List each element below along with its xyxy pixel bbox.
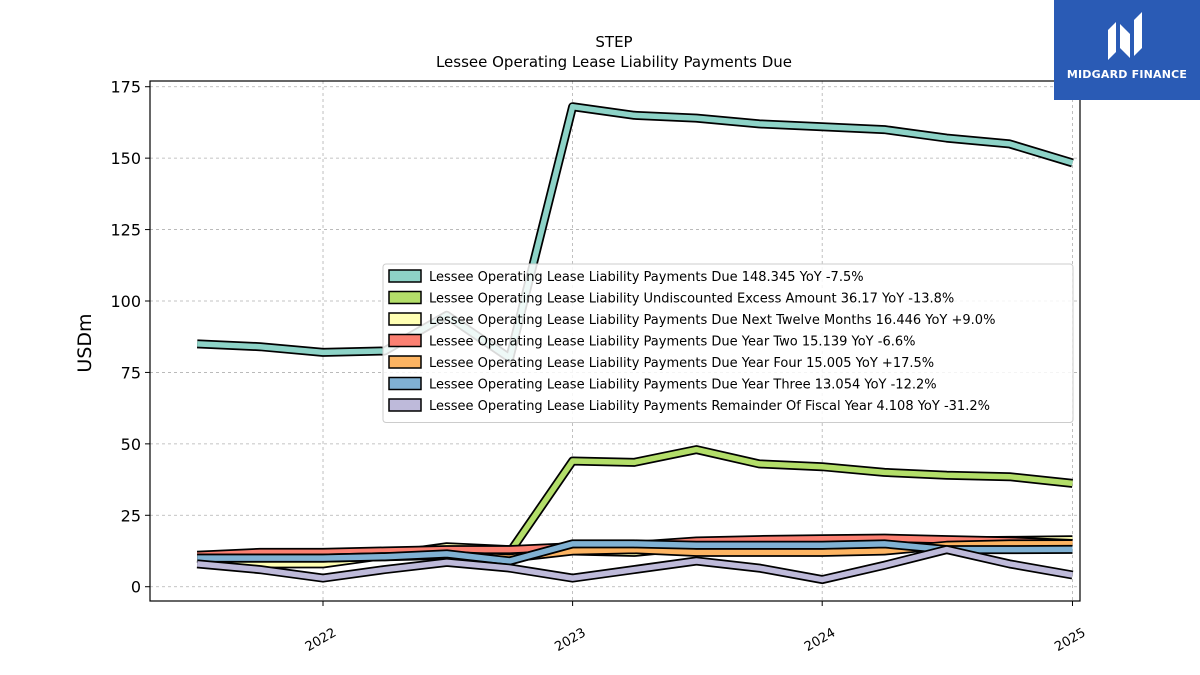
legend-entry: Lessee Operating Lease Liability Payment… bbox=[429, 378, 937, 393]
legend-swatch bbox=[388, 269, 422, 283]
legend-box bbox=[382, 263, 1074, 423]
legend: Lessee Operating Lease Liability Payment… bbox=[382, 263, 1074, 423]
y-tick-label: 25 bbox=[121, 506, 141, 525]
legend-entry: Lessee Operating Lease Liability Payment… bbox=[429, 270, 864, 285]
plot-frame bbox=[149, 80, 1081, 602]
legend-entry: Lessee Operating Lease Liability Payment… bbox=[429, 335, 915, 350]
legend-entry: Lessee Operating Lease Liability Payment… bbox=[429, 399, 990, 414]
y-tick-label: 75 bbox=[121, 363, 141, 382]
brand-mark-icon bbox=[1108, 12, 1142, 60]
chart-title: STEP bbox=[595, 33, 632, 51]
x-tick-label: 2022 bbox=[303, 625, 339, 655]
x-axis: 2022 2023 2024 2025 bbox=[303, 601, 1088, 655]
series-line-stroke bbox=[197, 103, 1074, 361]
y-tick-label: 175 bbox=[110, 78, 141, 97]
legend-swatch bbox=[388, 355, 422, 369]
series-line-stroke bbox=[196, 546, 1073, 583]
legend-entry: Lessee Operating Lease Liability Undisco… bbox=[429, 292, 954, 307]
x-tick-label: 2024 bbox=[802, 625, 838, 655]
x-tick-label: 2023 bbox=[552, 625, 588, 655]
legend-entry: Lessee Operating Lease Liability Payment… bbox=[429, 313, 995, 328]
series-line-stroke bbox=[197, 541, 1073, 564]
legend-swatch bbox=[388, 398, 422, 412]
legend-swatch bbox=[388, 376, 422, 391]
series-line-6 bbox=[196, 545, 1074, 585]
legend-swatch bbox=[388, 333, 422, 348]
y-axis: 0 25 50 75 100 125 150 175 bbox=[110, 78, 150, 597]
legend-swatch bbox=[388, 312, 422, 326]
brand-name: MIDGARD FINANCE bbox=[1066, 68, 1188, 81]
chart-subtitle: Lessee Operating Lease Liability Payment… bbox=[436, 53, 792, 71]
series-layer bbox=[196, 102, 1074, 585]
y-axis-label: USDm bbox=[74, 313, 96, 372]
y-tick-label: 150 bbox=[110, 149, 141, 168]
legend-entry: Lessee Operating Lease Liability Payment… bbox=[429, 356, 934, 371]
y-tick-label: 125 bbox=[110, 221, 141, 240]
x-tick-label: 2025 bbox=[1052, 625, 1088, 655]
series-line-0 bbox=[196, 102, 1074, 363]
series-line-5 bbox=[197, 539, 1073, 566]
brand-logo: MIDGARD FINANCE bbox=[1054, 0, 1200, 100]
y-tick-label: 50 bbox=[121, 435, 141, 454]
y-tick-label: 100 bbox=[110, 292, 141, 311]
y-tick-label: 0 bbox=[131, 578, 141, 597]
legend-swatch bbox=[388, 290, 422, 305]
